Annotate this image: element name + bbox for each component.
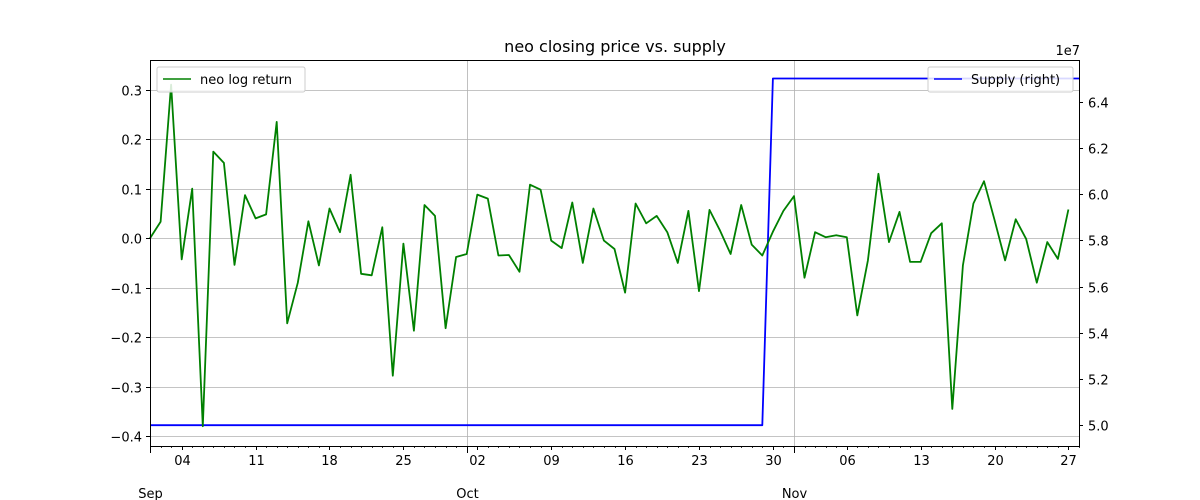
legend-right-box [927,66,1074,93]
y-left-tick-label: −0.4 [110,431,142,446]
y-left-tick-label: −0.2 [110,332,142,347]
y-right-tick-label: 5.4 [1088,328,1109,343]
y-left-tick-label: −0.1 [110,283,142,298]
y-left-tick-label: 0.2 [121,134,142,149]
y-right-tick-label: 5.8 [1088,235,1109,250]
supply-series [150,77,1079,427]
x-tick-label: 02 [469,454,486,469]
x-tick-label: 20 [987,454,1004,469]
x-tick-label: 09 [543,454,560,469]
x-tick-label: 16 [617,454,634,469]
x-tick-label: 11 [248,454,265,469]
right-axis-offset-label: 1e7 [1055,44,1080,59]
y-left-tick-label: 0.3 [121,85,142,100]
x-month-label: Nov [782,487,808,500]
legend-right-label: Supply (right) [971,73,1060,88]
log-return-series [149,83,1070,428]
y-axis-right: 5.0 5.2 5.4 5.6 5.8 6.0 6.2 6.4 [1079,97,1109,435]
x-axis: 04 11 18 25 02 09 16 23 30 06 13 20 27 Sep Oct Nov [138,446,1080,500]
plot-frame [150,60,1080,447]
chart-title: neo closing price vs. supply [504,37,726,56]
y-right-tick-label: 5.2 [1088,374,1109,389]
supply-line [150,77,1079,427]
legend-left-label: neo log return [200,73,292,88]
grid-lines [150,60,1079,446]
y-right-tick-label: 5.6 [1088,282,1109,297]
x-tick-label: 27 [1060,454,1077,469]
x-tick-label: 30 [765,454,782,469]
x-tick-label: 04 [174,454,191,469]
x-month-label: Sep [138,487,163,500]
y-left-tick-label: −0.3 [110,382,142,397]
y-right-tick-label: 6.2 [1088,143,1109,158]
legend-left-box [156,66,306,93]
x-month-label: Oct [456,487,478,500]
x-tick-label: 06 [839,454,856,469]
log-return-line [149,83,1070,428]
y-left-tick-label: 0.1 [121,184,142,199]
x-tick-label: 25 [395,454,412,469]
x-tick-label: 13 [913,454,930,469]
x-tick-label: 23 [691,454,708,469]
y-right-tick-label: 6.4 [1088,97,1109,112]
x-tick-label: 18 [321,454,338,469]
y-right-tick-label: 5.0 [1088,420,1109,435]
y-axis-left: −0.4 −0.3 −0.2 −0.1 0.0 0.1 0.2 0.3 [110,85,150,446]
y-right-tick-label: 6.0 [1088,189,1109,204]
y-left-tick-label: 0.0 [121,233,142,248]
legend-right: Supply (right) [927,66,1074,93]
legend-left: neo log return [156,66,306,93]
